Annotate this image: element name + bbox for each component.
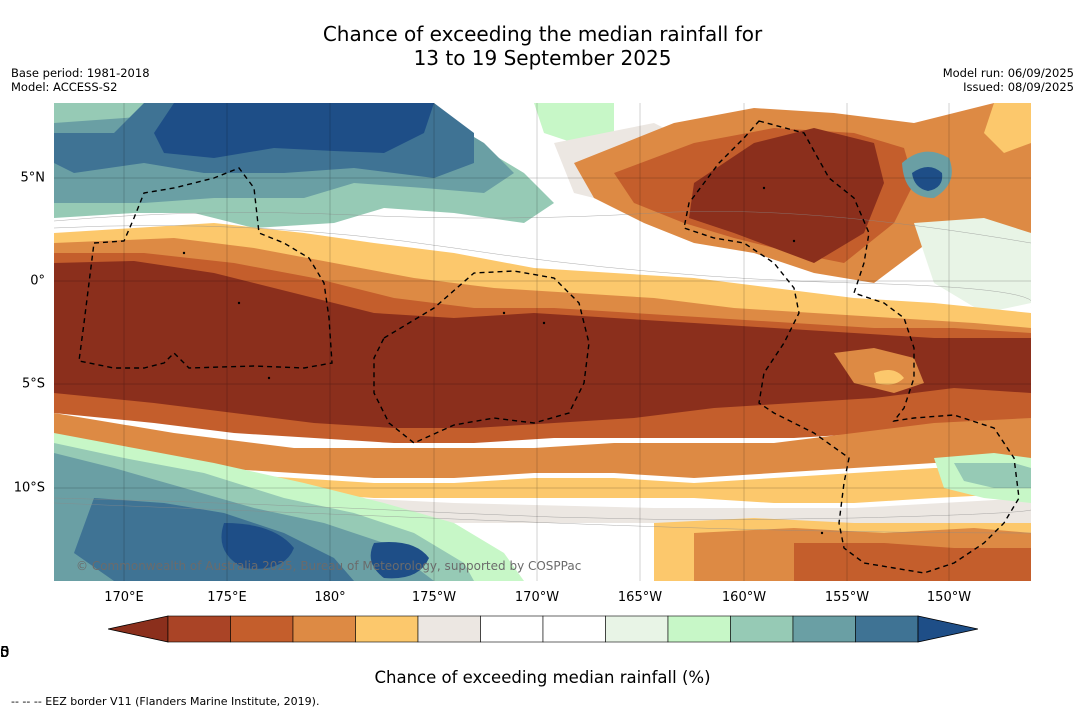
- colorbar-cell: [605, 615, 669, 643]
- colorbar-tick-label: 60: [0, 643, 10, 661]
- colorbar-tick-label: 35: [0, 643, 10, 661]
- eez-border-line-islands: [683, 120, 1020, 574]
- region-sw-darkblue: [221, 523, 294, 569]
- colorbar-cell: [730, 615, 794, 643]
- meta-right: Model run: 06/09/2025 Issued: 08/09/2025: [943, 66, 1074, 94]
- island-dot: [792, 239, 796, 243]
- map-title-line1: Chance of exceeding the median rainfall …: [322, 22, 763, 46]
- region-se-rust: [794, 543, 1031, 581]
- island-dots: [182, 186, 824, 535]
- contour-lines: [54, 211, 1031, 534]
- colorbar: [108, 615, 978, 643]
- contour-line: [54, 225, 1031, 308]
- colorbar-cell: [480, 615, 544, 643]
- island-dot: [542, 321, 546, 325]
- contour-line: [54, 497, 1031, 520]
- lon-label-175e: 175°E: [207, 590, 247, 605]
- lat-label-5n: 5°N: [20, 170, 46, 186]
- island-dot: [182, 251, 186, 255]
- colorbar-tick-label: 45: [0, 643, 10, 661]
- issued-label: Issued: 08/09/2025: [963, 80, 1074, 94]
- island-dot: [267, 376, 271, 380]
- colorbar-title: Chance of exceeding median rainfall (%): [374, 668, 711, 687]
- base-period-label: Base period: 1981-2018: [11, 66, 150, 80]
- colorbar-cell: [167, 615, 231, 643]
- lon-label-170w: 170°W: [514, 590, 560, 605]
- region-ne-darkbrown: [689, 128, 884, 263]
- colorbar-cell: [355, 615, 419, 643]
- island-dot: [502, 311, 506, 315]
- lat-label-0: 0°: [30, 273, 45, 289]
- region-south-orange-spots: [834, 348, 924, 393]
- colorbar-under-arrow: [108, 615, 169, 643]
- colorbar-tick-label: 70: [0, 643, 10, 661]
- region-ne-green-right: [914, 218, 1031, 313]
- graticule: [54, 103, 1031, 581]
- lon-label-160w: 160°W: [721, 590, 767, 605]
- region-south-yellow-spot: [874, 369, 904, 385]
- lon-label-175w: 175°W: [411, 590, 457, 605]
- colorbar-cell: [542, 615, 606, 643]
- contour-line: [54, 502, 1031, 534]
- region-north-darkblue: [154, 103, 434, 158]
- colorbar-cell: [292, 615, 356, 643]
- region-south-orange-2: [54, 413, 1031, 478]
- eez-border-phoenix: [373, 270, 590, 444]
- colorbar-cells: [167, 615, 919, 643]
- colorbar-tick-label: 50: [0, 643, 10, 661]
- colorbar-tick-label: 55: [0, 643, 10, 661]
- colorbar-tick-label: 30: [0, 643, 10, 661]
- colorbar-cell: [417, 615, 481, 643]
- copyright-text: © Commonwealth of Australia 2025, Bureau…: [76, 559, 582, 573]
- colorbar-cell: [667, 615, 731, 643]
- region-sw-darkblue2: [370, 542, 429, 579]
- colorbar-tick-label: 75: [0, 643, 10, 661]
- colorbar-tick-label: 25: [0, 643, 10, 661]
- region-south-darkbrown: [54, 261, 1031, 428]
- lon-label-165w: 165°W: [617, 590, 663, 605]
- colorbar-over-arrow: [917, 615, 978, 643]
- lon-label-180: 180°: [314, 590, 346, 605]
- region-se-teal: [954, 463, 1031, 488]
- lat-label-5s: 5°S: [21, 376, 45, 392]
- colorbar-cell: [792, 615, 856, 643]
- lon-label-150w: 150°W: [926, 590, 972, 605]
- colorbar-cell: [855, 615, 919, 643]
- rainfall-probability-map: [54, 103, 1031, 581]
- map-title-line2: 13 to 19 September 2025: [413, 46, 672, 70]
- model-run-label: Model run: 06/09/2025: [942, 66, 1074, 80]
- island-dot: [237, 301, 241, 305]
- meta-left: Base period: 1981-2018 Model: ACCESS-S2: [11, 66, 150, 94]
- contour-line: [54, 211, 1031, 244]
- colorbar-cell: [230, 615, 294, 643]
- lat-label-10s: 10°S: [13, 480, 45, 496]
- colorbar-tick-label: 65: [0, 643, 10, 661]
- region-ne-yellow: [984, 103, 1031, 153]
- eez-footnote: -- -- -- EEZ border V11 (Flanders Marine…: [11, 695, 320, 708]
- eez-border-gilbert: [78, 167, 333, 369]
- colorbar-tick-label: 20: [0, 643, 10, 661]
- model-label: Model: ACCESS-S2: [11, 80, 118, 94]
- region-north-lightgreen: [534, 103, 614, 143]
- island-dot: [820, 531, 824, 535]
- region-ne-darkblue-spot: [912, 167, 943, 191]
- colorbar-tick-label: 80: [0, 643, 10, 661]
- lon-label-155w: 155°W: [824, 590, 870, 605]
- lon-label-170e: 170°E: [104, 590, 144, 605]
- eez-borders: [78, 120, 1020, 574]
- island-dot: [762, 186, 766, 190]
- colorbar-tick-label: 40: [0, 643, 10, 661]
